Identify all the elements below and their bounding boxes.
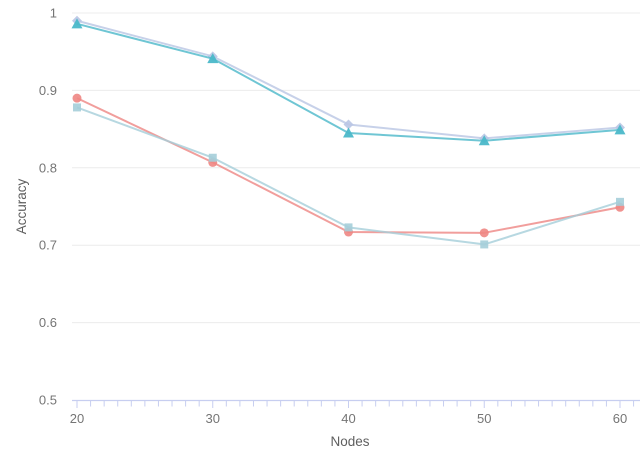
- series-line-circle-series: [76, 97, 621, 234]
- y-tick-label: 0.7: [39, 238, 57, 253]
- y-tick-label: 0.5: [39, 393, 57, 408]
- y-tick-label: 0.9: [39, 83, 57, 98]
- x-tick-label: 20: [70, 411, 84, 426]
- y-tick-label: 1: [50, 6, 57, 21]
- marker-triangle-triangle-series: [343, 127, 354, 138]
- x-axis-title: Nodes: [330, 434, 369, 449]
- marker-diamond-diamond-series: [343, 119, 354, 130]
- x-tick-label: 30: [206, 411, 220, 426]
- marker-square-square-series: [344, 223, 353, 232]
- marker-square-square-series: [208, 153, 217, 162]
- marker-triangle-triangle-series: [614, 124, 626, 135]
- marker-square-square-series: [616, 197, 624, 206]
- x-tick-label: 40: [341, 411, 355, 426]
- marker-circle-circle-series: [479, 228, 489, 238]
- y-tick-label: 0.8: [39, 160, 57, 175]
- marker-circle-circle-series: [72, 93, 82, 103]
- x-tick-label: 60: [613, 411, 627, 426]
- marker-triangle-triangle-series: [71, 18, 83, 29]
- marker-triangle-triangle-series: [478, 135, 490, 146]
- marker-triangle-triangle-series: [207, 53, 219, 64]
- x-tick-label: 50: [477, 411, 491, 426]
- y-axis-title: Accuracy: [14, 178, 29, 234]
- y-tick-label: 0.6: [39, 315, 57, 330]
- marker-square-square-series: [480, 240, 489, 249]
- marker-square-square-series: [73, 103, 81, 112]
